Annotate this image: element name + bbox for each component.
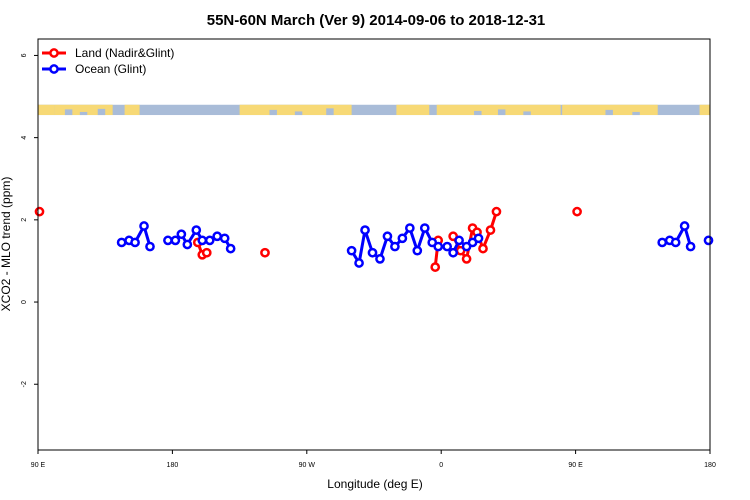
data-point — [191, 225, 202, 235]
map-strip-water — [523, 111, 531, 116]
x-tick-label: 90 W — [299, 462, 316, 469]
y-tick-label: 6 — [21, 53, 28, 57]
data-point — [419, 223, 430, 233]
data-point — [170, 235, 181, 246]
data-point — [679, 221, 690, 231]
data-point — [346, 245, 357, 256]
data-point — [572, 206, 582, 217]
y-tick-label: -2 — [21, 381, 28, 387]
legend-marker — [49, 48, 59, 58]
map-strip-land — [396, 104, 430, 116]
data-point — [454, 235, 464, 246]
data-point — [163, 235, 173, 246]
map-strip-water — [294, 111, 303, 116]
map-strip-water — [79, 111, 88, 116]
data-point — [201, 247, 212, 258]
data-point — [130, 237, 140, 248]
data-point — [670, 237, 681, 248]
map-strip-water — [64, 109, 73, 116]
data-point — [367, 247, 378, 258]
data-point — [404, 223, 415, 233]
data-point — [433, 241, 444, 252]
x-tick-label: 90 E — [31, 462, 46, 469]
x-tick-label: 180 — [167, 462, 179, 469]
legend: Land (Nadir&Glint) Ocean (Glint) — [42, 46, 174, 76]
y-tick-label: 0 — [21, 300, 28, 304]
map-strip-water — [632, 111, 640, 116]
data-point — [212, 231, 223, 242]
data-point — [219, 233, 230, 244]
x-tick-label: 90 E — [568, 462, 583, 469]
data-point — [430, 262, 441, 272]
map-strip-water — [497, 109, 506, 116]
data-point — [461, 254, 472, 264]
data-point — [478, 243, 488, 254]
series-0 — [34, 206, 582, 272]
legend-label: Land (Nadir&Glint) — [75, 46, 174, 60]
data-point — [382, 231, 393, 242]
x-axis-label: Longitude (deg E) — [327, 477, 422, 491]
map-strip-water — [605, 109, 613, 116]
data-point — [34, 206, 45, 217]
plot-frame — [37, 38, 711, 451]
data-point — [473, 233, 484, 244]
x-tick-label: 180 — [704, 462, 716, 469]
data-point — [397, 233, 408, 244]
data-point — [204, 235, 215, 246]
data-point — [375, 254, 385, 264]
data-point — [685, 241, 696, 252]
x-tick-label: 0 — [439, 462, 443, 469]
map-strip-land — [54, 104, 113, 116]
data-point — [260, 247, 270, 258]
legend-label: Ocean (Glint) — [75, 62, 146, 76]
y-tick-label: 2 — [21, 218, 28, 222]
y-axis-ticks: -2 0 2 4 6 — [21, 53, 38, 387]
data-point — [139, 221, 149, 231]
x-axis-ticks: 90 E 180 90 W 0 90 E 180 — [31, 450, 716, 469]
map-strip-land — [239, 104, 352, 116]
data-point — [390, 241, 400, 252]
data-point — [182, 239, 193, 250]
data-point — [448, 247, 458, 258]
data-point — [657, 237, 668, 248]
series-1 — [116, 221, 714, 268]
map-strip-land — [124, 104, 140, 116]
map-strip-land — [699, 104, 710, 116]
map-strip-land — [38, 104, 55, 116]
map-strip-water — [97, 108, 106, 116]
legend-marker — [49, 64, 59, 74]
data-point — [145, 241, 155, 252]
data-point — [703, 235, 714, 246]
data-point — [491, 206, 502, 217]
world-map-strip — [38, 104, 710, 116]
data-point — [354, 258, 364, 268]
chart-title: 55N-60N March (Ver 9) 2014-09-06 to 2018… — [207, 12, 546, 29]
data-point — [225, 243, 236, 254]
data-point — [176, 229, 187, 240]
map-strip-water — [326, 108, 334, 116]
y-tick-label: 4 — [21, 136, 28, 140]
data-point — [442, 241, 453, 252]
data-point — [412, 245, 423, 256]
series-layer — [34, 206, 714, 272]
data-point — [197, 235, 208, 246]
map-strip-ocean — [38, 104, 710, 116]
y-axis-label: XCO2 - MLO trend (ppm) — [0, 177, 13, 312]
data-point — [360, 225, 370, 235]
data-point — [116, 237, 127, 248]
map-strip-water — [474, 110, 482, 116]
data-point — [485, 225, 496, 235]
map-strip-water — [269, 109, 277, 116]
